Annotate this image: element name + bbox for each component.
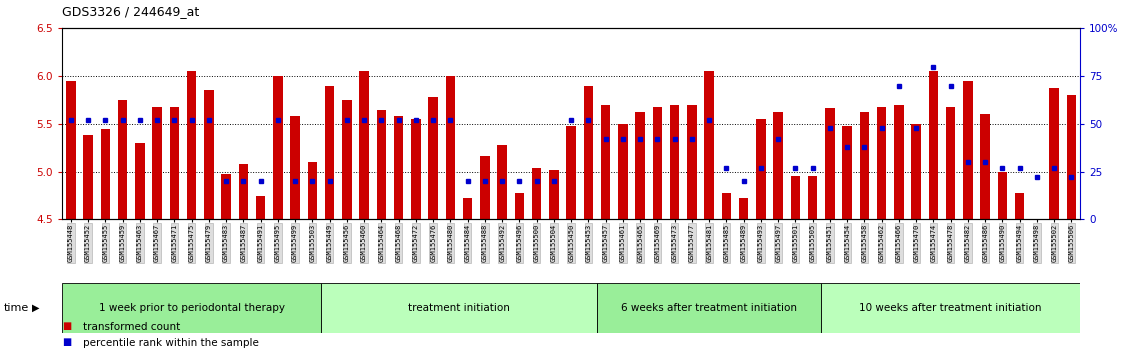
Bar [153,107,162,219]
Bar [946,107,956,219]
Bar [325,86,335,219]
Bar [550,170,559,219]
Text: 6 weeks after treatment initiation: 6 weeks after treatment initiation [621,303,797,313]
Bar [981,114,990,219]
FancyBboxPatch shape [597,283,821,333]
Bar [739,199,749,219]
Bar [601,105,611,219]
Bar [636,113,645,219]
Bar [1015,193,1025,219]
Bar [688,105,697,219]
Bar [619,124,628,219]
Bar [964,81,973,219]
Bar [481,156,490,219]
FancyBboxPatch shape [821,283,1080,333]
Bar [256,195,266,219]
Text: ■: ■ [62,337,71,347]
Bar [826,108,835,219]
Text: GDS3326 / 244649_at: GDS3326 / 244649_at [62,5,199,18]
Bar [705,72,714,219]
Bar [463,199,473,219]
Bar [877,107,887,219]
Bar [584,86,593,219]
Bar [342,100,352,219]
Bar [860,113,870,219]
Bar [118,100,128,219]
Bar [222,173,231,219]
Text: ▶: ▶ [32,303,40,313]
Bar [791,176,800,219]
Bar [722,193,731,219]
Bar [66,81,76,219]
Bar [498,145,507,219]
FancyBboxPatch shape [62,283,321,333]
Bar [653,107,662,219]
Bar [360,72,369,219]
Bar [291,116,300,219]
Bar [412,119,421,219]
Bar [929,72,939,219]
Bar [273,76,283,219]
Bar [187,72,197,219]
Bar [377,110,386,219]
Bar [808,176,818,219]
Bar [895,105,904,219]
Bar [429,97,438,219]
Bar [204,91,214,219]
Bar [239,164,248,219]
FancyBboxPatch shape [321,283,597,333]
Text: time: time [3,303,28,313]
Bar [308,162,317,219]
Bar [394,116,404,219]
Text: 10 weeks after treatment initiation: 10 weeks after treatment initiation [860,303,1042,313]
Bar [757,119,766,219]
Bar [567,126,576,219]
Text: percentile rank within the sample: percentile rank within the sample [83,338,259,348]
Bar [670,105,680,219]
Bar [446,76,455,219]
Text: ■: ■ [62,321,71,331]
Bar [170,107,179,219]
Text: treatment initiation: treatment initiation [408,303,510,313]
Bar [843,126,852,219]
Bar [912,124,921,219]
Bar [774,113,783,219]
Bar [101,129,110,219]
Bar [1067,95,1077,219]
Bar [135,143,145,219]
Text: transformed count: transformed count [83,322,180,332]
Text: 1 week prior to periodontal therapy: 1 week prior to periodontal therapy [98,303,285,313]
Bar [515,193,524,219]
Bar [84,135,93,219]
Bar [998,172,1008,219]
Bar [1050,87,1059,219]
Bar [1033,219,1042,240]
Bar [532,168,542,219]
